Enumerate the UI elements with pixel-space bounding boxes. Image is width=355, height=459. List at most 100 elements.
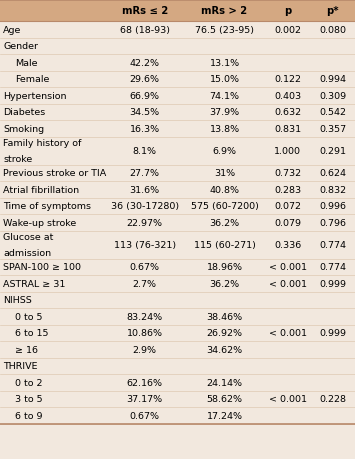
Text: THRIVE: THRIVE	[3, 362, 38, 370]
Text: 0 to 2: 0 to 2	[15, 378, 43, 387]
Text: < 0.001: < 0.001	[268, 279, 307, 288]
Text: Female: Female	[15, 75, 49, 84]
Bar	[0, 259, 355, 275]
Text: 0.999: 0.999	[319, 279, 346, 288]
Text: 0.996: 0.996	[319, 202, 346, 211]
Text: 3 to 5: 3 to 5	[15, 394, 43, 403]
Text: 0.796: 0.796	[319, 218, 346, 227]
Bar	[0, 407, 355, 424]
Text: Hypertension: Hypertension	[3, 91, 66, 101]
Bar	[0, 308, 355, 325]
Text: 0.774: 0.774	[319, 241, 346, 249]
Text: 0.291: 0.291	[319, 147, 346, 156]
Text: 26.92%: 26.92%	[207, 329, 242, 337]
Text: 37.17%: 37.17%	[127, 394, 163, 403]
Text: p: p	[284, 6, 291, 16]
Text: 36.2%: 36.2%	[209, 218, 240, 227]
Text: mRs > 2: mRs > 2	[202, 6, 247, 16]
Text: 76.5 (23-95): 76.5 (23-95)	[195, 26, 254, 35]
Text: 0.403: 0.403	[274, 91, 301, 101]
Text: 0.732: 0.732	[274, 169, 301, 178]
Text: 58.62%: 58.62%	[207, 394, 242, 403]
Text: ≥ 16: ≥ 16	[15, 345, 38, 354]
Text: stroke: stroke	[3, 154, 32, 163]
Bar	[0, 231, 355, 259]
Text: 10.86%: 10.86%	[127, 329, 163, 337]
Text: 6.9%: 6.9%	[213, 147, 236, 156]
Text: SPAN-100 ≥ 100: SPAN-100 ≥ 100	[3, 263, 81, 272]
Text: 0 to 5: 0 to 5	[15, 312, 43, 321]
Text: 0.632: 0.632	[274, 108, 301, 117]
Text: Age: Age	[3, 26, 21, 35]
Text: 15.0%: 15.0%	[209, 75, 240, 84]
Text: 27.7%: 27.7%	[130, 169, 160, 178]
Text: 74.1%: 74.1%	[209, 91, 240, 101]
Bar	[0, 391, 355, 407]
Text: 0.002: 0.002	[274, 26, 301, 35]
Text: Atrial fibrillation: Atrial fibrillation	[3, 185, 79, 194]
Text: 13.1%: 13.1%	[209, 59, 240, 67]
Text: 29.6%: 29.6%	[130, 75, 160, 84]
Bar	[0, 0, 355, 22]
Text: 66.9%: 66.9%	[130, 91, 160, 101]
Bar	[0, 104, 355, 121]
Text: 2.9%: 2.9%	[133, 345, 157, 354]
Text: 37.9%: 37.9%	[209, 108, 240, 117]
Text: 575 (60-7200): 575 (60-7200)	[191, 202, 258, 211]
Text: 31.6%: 31.6%	[130, 185, 160, 194]
Text: 13.8%: 13.8%	[209, 124, 240, 134]
Bar	[0, 55, 355, 71]
Text: Family history of: Family history of	[3, 139, 81, 148]
Text: Glucose at: Glucose at	[3, 233, 53, 242]
Text: < 0.001: < 0.001	[268, 329, 307, 337]
Text: 18.96%: 18.96%	[207, 263, 242, 272]
Text: Diabetes: Diabetes	[3, 108, 45, 117]
Text: 0.67%: 0.67%	[130, 411, 160, 420]
Text: p*: p*	[327, 6, 339, 16]
Text: 0.122: 0.122	[274, 75, 301, 84]
Text: 8.1%: 8.1%	[133, 147, 157, 156]
Text: 0.283: 0.283	[274, 185, 301, 194]
Text: 0.774: 0.774	[319, 263, 346, 272]
Bar	[0, 137, 355, 165]
Text: 0.542: 0.542	[319, 108, 346, 117]
Text: 0.67%: 0.67%	[130, 263, 160, 272]
Bar	[0, 275, 355, 292]
Text: 0.072: 0.072	[274, 202, 301, 211]
Text: 1.000: 1.000	[274, 147, 301, 156]
Text: 0.228: 0.228	[319, 394, 346, 403]
Text: 34.62%: 34.62%	[207, 345, 242, 354]
Text: Previous stroke or TIA: Previous stroke or TIA	[3, 169, 106, 178]
Text: 42.2%: 42.2%	[130, 59, 160, 67]
Bar	[0, 39, 355, 55]
Text: 36 (30-17280): 36 (30-17280)	[111, 202, 179, 211]
Text: 34.5%: 34.5%	[130, 108, 160, 117]
Text: 0.309: 0.309	[319, 91, 346, 101]
Text: Male: Male	[15, 59, 38, 67]
Text: 24.14%: 24.14%	[207, 378, 242, 387]
Bar	[0, 325, 355, 341]
Text: Gender: Gender	[3, 42, 38, 51]
Text: 2.7%: 2.7%	[133, 279, 157, 288]
Text: Time of symptoms: Time of symptoms	[3, 202, 91, 211]
Text: 31%: 31%	[214, 169, 235, 178]
Text: 0.336: 0.336	[274, 241, 301, 249]
Text: 0.999: 0.999	[319, 329, 346, 337]
Text: NIHSS: NIHSS	[3, 296, 32, 305]
Bar	[0, 71, 355, 88]
Text: < 0.001: < 0.001	[268, 263, 307, 272]
Bar	[0, 198, 355, 214]
Bar	[0, 22, 355, 39]
Text: 115 (60-271): 115 (60-271)	[193, 241, 256, 249]
Text: 38.46%: 38.46%	[207, 312, 242, 321]
Text: 40.8%: 40.8%	[209, 185, 240, 194]
Text: 17.24%: 17.24%	[207, 411, 242, 420]
Text: 0.832: 0.832	[319, 185, 346, 194]
Text: Wake-up stroke: Wake-up stroke	[3, 218, 76, 227]
Text: mRs ≤ 2: mRs ≤ 2	[121, 6, 168, 16]
Text: 6 to 15: 6 to 15	[15, 329, 49, 337]
Text: 36.2%: 36.2%	[209, 279, 240, 288]
Text: 6 to 9: 6 to 9	[15, 411, 43, 420]
Text: 22.97%: 22.97%	[127, 218, 163, 227]
Text: Smoking: Smoking	[3, 124, 44, 134]
